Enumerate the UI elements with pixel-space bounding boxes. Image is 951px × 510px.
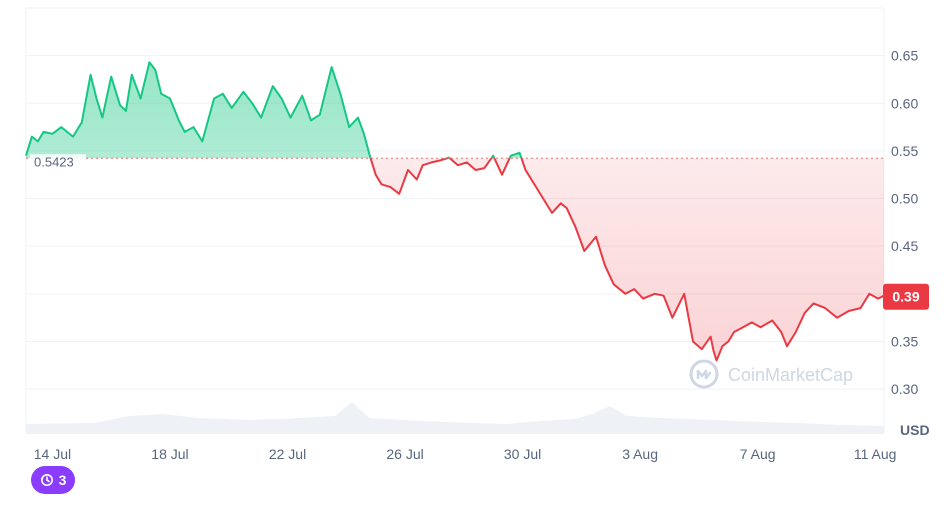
y-tick-label: 0.60 bbox=[891, 95, 918, 111]
volume-area bbox=[26, 402, 884, 432]
area-fill-up bbox=[26, 62, 522, 159]
baseline-label-text: 0.5423 bbox=[34, 154, 74, 169]
y-tick-label: 0.45 bbox=[891, 238, 918, 254]
x-tick-label: 3 Aug bbox=[622, 446, 658, 462]
y-axis: 0.650.600.550.500.450.400.350.30 bbox=[891, 48, 918, 397]
x-axis: 14 Jul 18 Jul 22 Jul 26 Jul 30 Jul 3 Aug 7 Aug… bbox=[26, 432, 897, 462]
price-line-up bbox=[25, 61, 523, 159]
x-tick-label: 22 Jul bbox=[269, 446, 306, 462]
y-tick-label: 0.55 bbox=[891, 143, 918, 159]
x-tick-label: 18 Jul bbox=[151, 446, 188, 462]
y-tick-label: 0.50 bbox=[891, 191, 918, 207]
watermark: CoinMarketCap bbox=[689, 359, 853, 389]
price-line-down bbox=[369, 158, 885, 362]
x-tick-label: 7 Aug bbox=[740, 446, 776, 462]
y-tick-label: 0.30 bbox=[891, 381, 918, 397]
watermark-text: CoinMarketCap bbox=[728, 365, 853, 385]
events-button[interactable]: 3 bbox=[31, 466, 75, 494]
x-tick-label: 30 Jul bbox=[504, 446, 541, 462]
current-price-text: 0.39 bbox=[892, 289, 919, 305]
events-count: 3 bbox=[58, 472, 67, 488]
x-tick-label: 14 Jul bbox=[34, 446, 71, 462]
current-price-badge: 0.39 bbox=[883, 283, 929, 310]
history-icon bbox=[40, 473, 54, 487]
y-tick-label: 0.65 bbox=[891, 48, 918, 64]
x-tick-label: 26 Jul bbox=[386, 446, 423, 462]
y-tick-label: 0.35 bbox=[891, 333, 918, 349]
y-axis-unit-label: USD bbox=[900, 422, 930, 438]
x-tick-label: 11 Aug bbox=[854, 446, 897, 462]
baseline-label: 0.5423 bbox=[30, 154, 86, 172]
coinmarketcap-logo-icon bbox=[689, 359, 719, 389]
